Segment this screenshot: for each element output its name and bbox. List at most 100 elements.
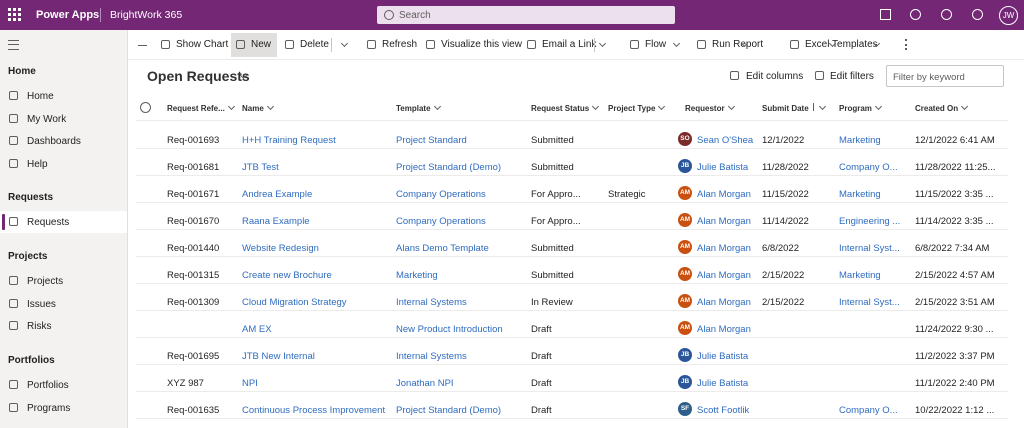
- toolbar-button[interactable]: Show Chart: [176, 39, 229, 50]
- requestor-link[interactable]: Scott Footlik: [697, 405, 750, 416]
- cell-link[interactable]: Project Standard: [396, 135, 467, 146]
- column-chevron[interactable]: [818, 102, 826, 111]
- toolbar-button[interactable]: Flow: [645, 39, 667, 50]
- nav-item[interactable]: Programs: [27, 402, 71, 414]
- filter-box[interactable]: Filter by keyword: [886, 65, 1004, 87]
- column-chevron[interactable]: [874, 102, 882, 111]
- cell-link[interactable]: Alans Demo Template: [396, 243, 489, 254]
- nav-item[interactable]: Dashboards: [27, 136, 81, 147]
- dropdown-chevron[interactable]: [598, 39, 607, 48]
- cell-link[interactable]: Andrea Example: [242, 189, 313, 200]
- column-chevron[interactable]: [266, 102, 274, 111]
- edit-filters-button[interactable]: Edit filters: [830, 71, 874, 82]
- nav-item[interactable]: My Work: [27, 113, 67, 125]
- cell-link[interactable]: JTB Test: [242, 162, 279, 173]
- cell-link[interactable]: Company Operations: [396, 216, 486, 227]
- column-chevron[interactable]: [433, 102, 441, 111]
- cell-link[interactable]: Project Standard (Demo): [396, 405, 502, 416]
- cell-link[interactable]: Company O...: [839, 162, 898, 173]
- toolbar-button[interactable]: Email a Link: [542, 39, 597, 50]
- cell-link[interactable]: Internal Systems: [396, 351, 467, 362]
- cell-link[interactable]: Marketing: [839, 135, 881, 146]
- cell-link[interactable]: New Product Introduction: [396, 324, 503, 335]
- cell-link[interactable]: Internal Systems: [396, 297, 467, 308]
- column-header[interactable]: Program: [839, 104, 872, 113]
- settings-button[interactable]: [941, 9, 952, 20]
- toolbar-button[interactable]: Refresh: [382, 39, 418, 50]
- nav-item[interactable]: Risks: [27, 321, 52, 332]
- add-button[interactable]: [880, 9, 891, 20]
- column-chevron[interactable]: [227, 102, 235, 111]
- back-button[interactable]: [138, 45, 147, 47]
- cell-link[interactable]: Marketing: [839, 189, 881, 200]
- select-all-checkbox[interactable]: [140, 102, 151, 113]
- search-box[interactable]: Search: [377, 6, 675, 24]
- menu-toggle[interactable]: [8, 40, 19, 50]
- bell-button[interactable]: [910, 9, 921, 20]
- nav-item[interactable]: Help: [27, 158, 48, 170]
- column-header[interactable]: Created On: [915, 104, 959, 113]
- column-header[interactable]: Submit Date: [762, 104, 809, 113]
- cell-link[interactable]: Continuous Process Improvement: [242, 405, 386, 416]
- cell-link[interactable]: Raana Example: [242, 216, 310, 227]
- app-launcher[interactable]: [8, 8, 22, 22]
- toolbar-button[interactable]: Delete: [300, 39, 329, 50]
- column-header[interactable]: Request Status: [531, 104, 590, 113]
- column-header[interactable]: Template: [396, 104, 431, 113]
- nav-item[interactable]: Issues: [27, 298, 56, 310]
- toolbar-button[interactable]: Run Report: [712, 39, 764, 50]
- cell-link[interactable]: Website Redesign: [242, 243, 319, 254]
- cell-link[interactable]: Jonathan NPI: [396, 378, 454, 389]
- requestor-link[interactable]: Julie Batista: [697, 378, 749, 389]
- more-button[interactable]: [905, 39, 909, 50]
- app-name[interactable]: Power Apps: [36, 9, 100, 21]
- cell-link[interactable]: Internal Syst...: [839, 243, 900, 254]
- column-header[interactable]: Request Refe...: [167, 104, 225, 113]
- column-header[interactable]: Name: [242, 104, 264, 113]
- nav-item[interactable]: Portfolios: [27, 380, 69, 391]
- edit-columns-button[interactable]: Edit columns: [746, 71, 804, 82]
- requestor-link[interactable]: Julie Batista: [697, 162, 749, 173]
- user-avatar[interactable]: JW: [999, 6, 1018, 25]
- requestor-link[interactable]: Alan Morgan: [697, 243, 751, 254]
- toolbar-button[interactable]: Visualize this view: [441, 39, 522, 50]
- cell-link[interactable]: Project Standard (Demo): [396, 162, 502, 173]
- cell-link[interactable]: Company Operations: [396, 189, 486, 200]
- environment-name[interactable]: BrightWork 365: [110, 9, 183, 21]
- cell-link[interactable]: Marketing: [396, 270, 438, 281]
- cell-link[interactable]: Marketing: [839, 270, 881, 281]
- column-header[interactable]: Project Type: [608, 104, 656, 113]
- cell-link[interactable]: NPI: [242, 378, 258, 389]
- view-title[interactable]: Open Requests: [147, 68, 250, 84]
- requestor-link[interactable]: Julie Batista: [697, 351, 749, 362]
- cell-text: Draft: [531, 351, 552, 362]
- cell-link[interactable]: Internal Syst...: [839, 297, 900, 308]
- cell-link[interactable]: Engineering ...: [839, 216, 901, 227]
- requestor-link[interactable]: Alan Morgan: [697, 270, 751, 281]
- cell-link[interactable]: H+H Training Request: [242, 135, 336, 146]
- requestor-link[interactable]: Alan Morgan: [697, 324, 751, 335]
- column-chevron[interactable]: [592, 102, 600, 111]
- requestor-link[interactable]: Alan Morgan: [697, 216, 751, 227]
- nav-item[interactable]: Requests: [27, 217, 70, 228]
- requestor-link[interactable]: Sean O'Shea: [697, 135, 754, 146]
- requestor-link[interactable]: Alan Morgan: [697, 297, 751, 308]
- help-button[interactable]: [972, 9, 983, 20]
- toolbar-button[interactable]: New: [251, 39, 272, 50]
- cell-link[interactable]: Company O...: [839, 405, 898, 416]
- toolbar-button[interactable]: Excel Templates: [805, 39, 878, 50]
- cell-link[interactable]: Create new Brochure: [242, 270, 332, 281]
- nav-item[interactable]: Home: [27, 91, 54, 102]
- requestor-link[interactable]: Alan Morgan: [697, 189, 751, 200]
- cell-link[interactable]: JTB New Internal: [242, 351, 315, 362]
- cell-link[interactable]: AM EX: [242, 324, 272, 335]
- column-chevron[interactable]: [658, 102, 666, 111]
- nav-item[interactable]: Projects: [27, 276, 64, 287]
- column-header[interactable]: Requestor: [685, 104, 725, 113]
- dropdown-chevron[interactable]: [672, 39, 681, 48]
- header-border: [136, 120, 1008, 121]
- dropdown-chevron[interactable]: [340, 39, 349, 48]
- column-chevron[interactable]: [727, 102, 735, 111]
- column-chevron[interactable]: [961, 102, 969, 111]
- cell-link[interactable]: Cloud Migration Strategy: [242, 297, 347, 308]
